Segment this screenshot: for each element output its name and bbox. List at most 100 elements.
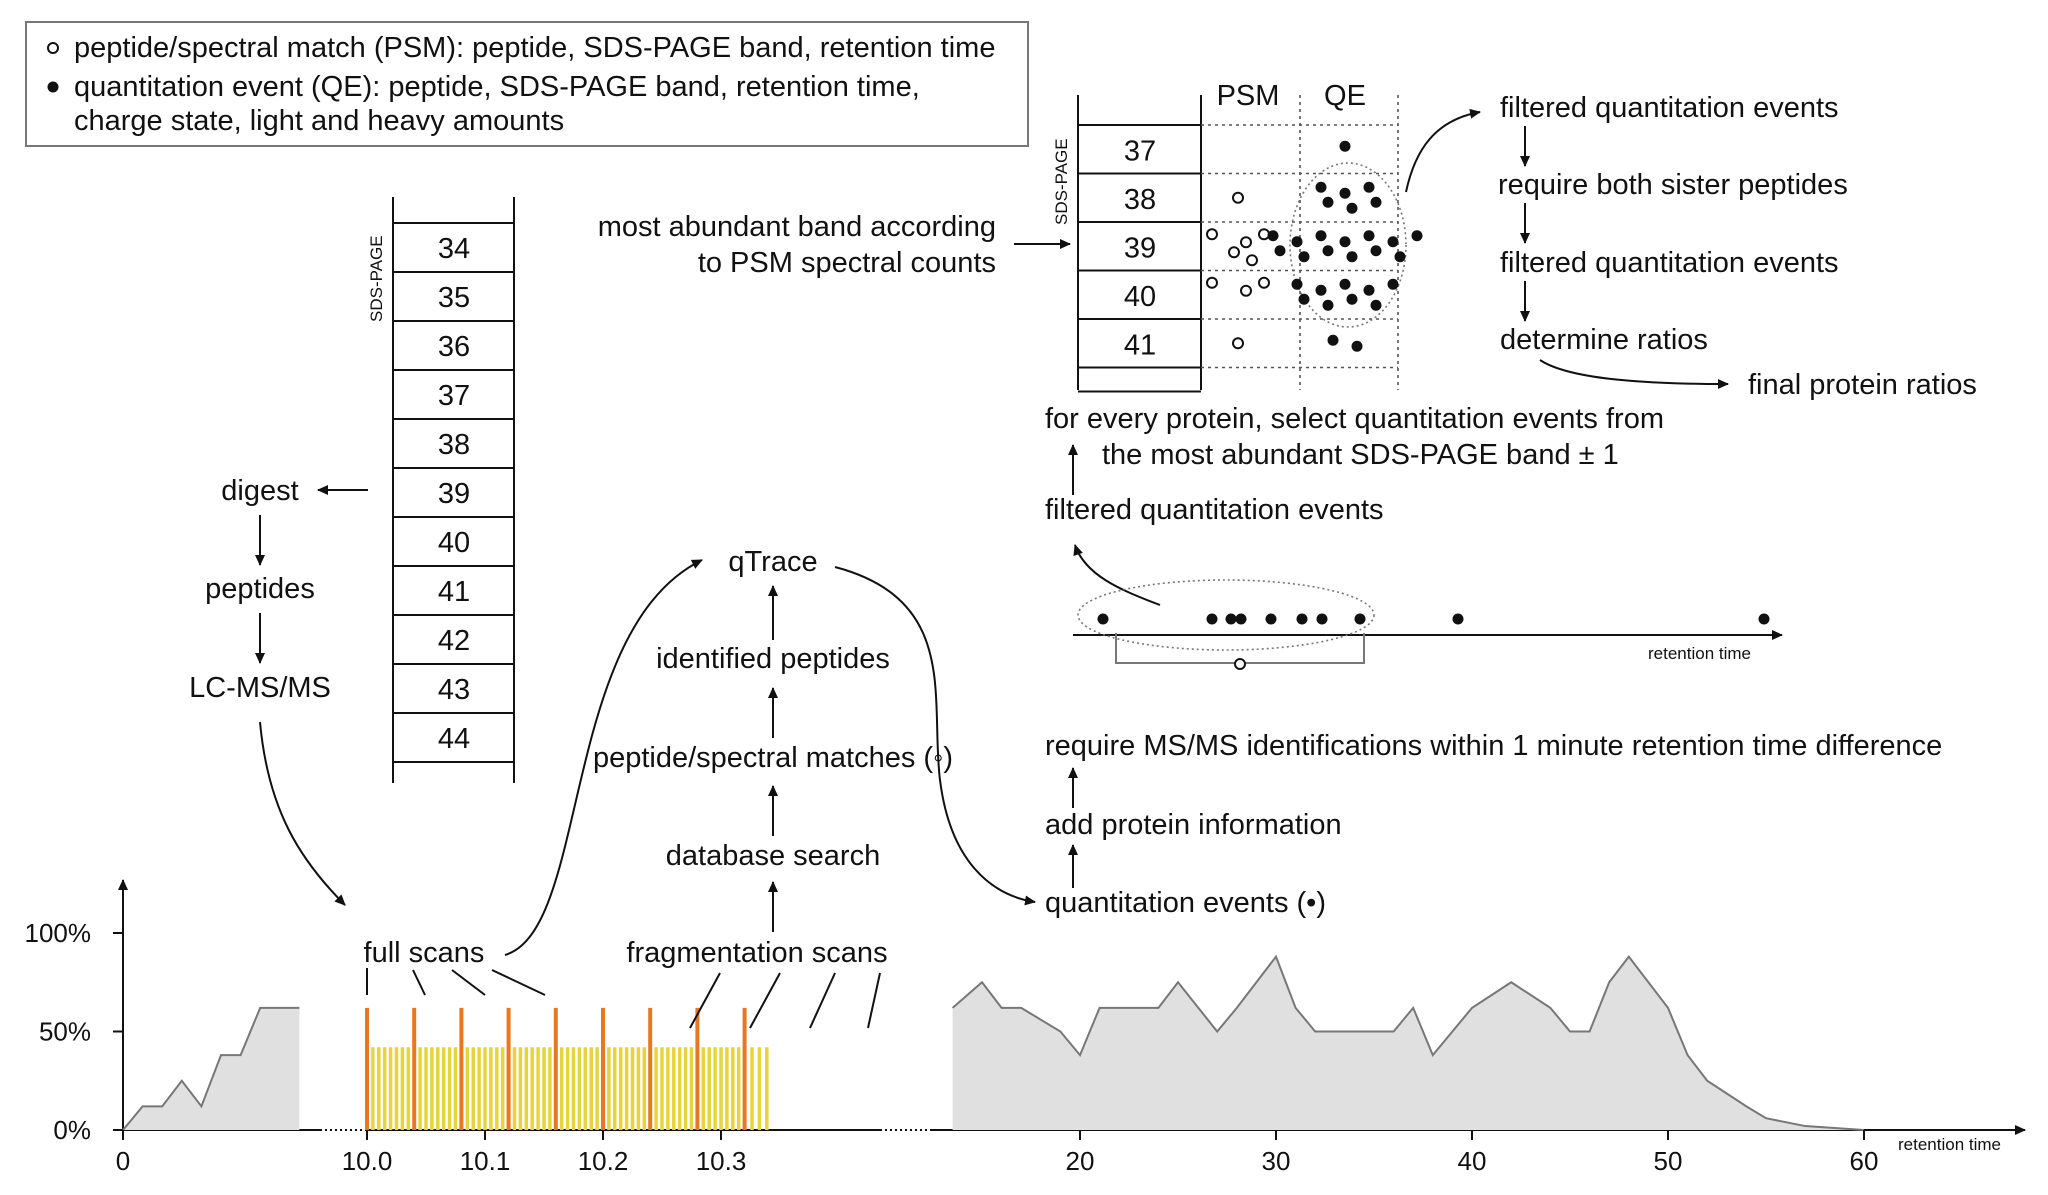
x-tick-label: 10.3	[696, 1146, 747, 1176]
y-tick-label: 100%	[25, 918, 92, 948]
y-tick-label: 0%	[53, 1115, 91, 1145]
legend-psm-text: peptide/spectral match (PSM): peptide, S…	[74, 32, 995, 64]
digest-label: digest	[221, 475, 298, 507]
rt-qe-marker	[1758, 613, 1770, 625]
frag-scan-pointer	[689, 972, 721, 1029]
x-tick-label: 0	[116, 1146, 130, 1176]
qe-marker	[1370, 299, 1382, 311]
gel-right-axis-label: SDS-PAGE	[1052, 138, 1071, 225]
gel-left-band-label: 34	[438, 233, 470, 265]
database-search-label: database search	[666, 840, 880, 872]
fragmentation-scans-label: fragmentation scans	[626, 937, 887, 969]
lcms-label: LC-MS/MS	[189, 672, 331, 704]
qe-marker	[1298, 251, 1310, 263]
full-scan-pointer	[412, 969, 426, 996]
gel-left-band-label: 39	[438, 478, 470, 510]
gel-left: SDS-PAGE 34 35 36 37 38 39 40 41 42 43 44	[367, 197, 515, 783]
gel-right-band-label: 41	[1124, 329, 1156, 361]
x-tick-label: 40	[1458, 1146, 1487, 1176]
x-tick-label: 20	[1066, 1146, 1095, 1176]
gel-right-band-label: 40	[1124, 281, 1156, 313]
psm-marker	[1232, 191, 1244, 204]
psm-marker	[1240, 284, 1252, 297]
legend-qe-text-1: quantitation event (QE): peptide, SDS-PA…	[74, 71, 920, 103]
qe-marker	[1363, 181, 1375, 193]
legend-box	[25, 21, 1029, 147]
add-protein-label: add protein information	[1045, 809, 1342, 841]
gel-left-band-label: 35	[438, 282, 470, 314]
qe-marker	[1327, 334, 1339, 346]
filtered-qe-label: filtered quantitation events	[1045, 494, 1384, 526]
left-area-line	[122, 1006, 300, 1131]
qe-marker	[1387, 278, 1399, 290]
gel-left-band-label: 40	[438, 527, 470, 559]
psm-marker	[1228, 246, 1240, 259]
qe-marker	[1291, 236, 1303, 248]
qe-marker	[1387, 236, 1399, 248]
qe-marker	[1339, 187, 1351, 199]
qe-marker	[1315, 284, 1327, 296]
gel-left-band-label: 41	[438, 576, 470, 608]
qe-marker	[1298, 293, 1310, 305]
selected-bands-outline	[1289, 162, 1407, 328]
chain-step3: filtered quantitation events	[1500, 247, 1839, 279]
identified-peptides-label: identified peptides	[656, 643, 890, 675]
col-psm-header: PSM	[1217, 80, 1280, 112]
qe-marker	[1322, 245, 1334, 257]
rt-qe-marker	[1097, 613, 1109, 625]
quant-events-label: quantitation events (•)	[1045, 887, 1326, 919]
select-line1: for every protein, select quantitation e…	[1045, 403, 1664, 435]
psm-symbol-icon	[47, 42, 59, 54]
gel-right-band-label: 39	[1124, 232, 1156, 264]
full-scan-pointer	[451, 969, 486, 996]
qe-marker	[1339, 140, 1351, 152]
qtrace-label: qTrace	[728, 546, 817, 578]
psm-marker	[1258, 276, 1270, 289]
qe-marker	[1322, 196, 1334, 208]
right-area-fill	[952, 956, 1864, 1130]
gel-right: SDS-PAGE PSM QE 37 38 39 40 41	[1052, 80, 1423, 393]
select-line2: the most abundant SDS-PAGE band ± 1	[1102, 439, 1619, 471]
chain-step4: determine ratios	[1500, 324, 1708, 356]
frag-scan-pointer	[809, 972, 836, 1029]
band-note-line1: most abundant band according	[598, 211, 996, 243]
gel-to-filtered-arrow	[1405, 108, 1481, 193]
chain-step2: require both sister peptides	[1498, 169, 1848, 201]
psm-marker	[1258, 228, 1270, 241]
psm-marker	[1206, 276, 1218, 289]
fullscans-to-qtrace-arrow	[504, 559, 703, 956]
qe-marker	[1322, 299, 1334, 311]
rt-qe-marker	[1206, 613, 1218, 625]
col-qe-header: QE	[1324, 80, 1366, 112]
x-tick-label: 10.1	[460, 1146, 511, 1176]
rt-qe-marker	[1225, 613, 1237, 625]
qe-marker	[1363, 230, 1375, 242]
y-tick-label: 50%	[39, 1017, 91, 1047]
final-protein-ratios-label: final protein ratios	[1748, 369, 1977, 401]
qe-marker	[1370, 245, 1382, 257]
mini-timeline-label: retention time	[1648, 644, 1751, 663]
qe-marker	[1267, 230, 1279, 242]
gel-left-band-label: 36	[438, 331, 470, 363]
x-tick-label: 10.2	[578, 1146, 629, 1176]
gel-left-band-label: 43	[438, 674, 470, 706]
qe-marker	[1339, 236, 1351, 248]
require-msms-label: require MS/MS identifications within 1 m…	[1045, 730, 1942, 762]
qe-marker	[1339, 278, 1351, 290]
qtrace-to-quantevents-arrow	[834, 566, 1036, 906]
rt-qe-marker	[1452, 613, 1464, 625]
peptides-label: peptides	[205, 573, 315, 605]
gel-left-band-label: 38	[438, 429, 470, 461]
chain-step1: filtered quantitation events	[1500, 92, 1839, 124]
full-scans-label: full scans	[364, 937, 485, 969]
retention-chart: 100% 50% 0% 0 10.0 10.1 10.2 10.3 20 30 40 50 60 rete…	[25, 879, 2026, 1176]
lcms-to-fullscans-arrow	[259, 721, 346, 906]
qe-marker	[1346, 293, 1358, 305]
rt-qe-marker	[1235, 613, 1247, 625]
x-tick-label: 50	[1654, 1146, 1683, 1176]
x-tick-label: 60	[1850, 1146, 1879, 1176]
x-axis-label: retention time	[1898, 1135, 2001, 1154]
x-tick-label: 30	[1262, 1146, 1291, 1176]
gel-left-axis-label: SDS-PAGE	[367, 235, 386, 322]
